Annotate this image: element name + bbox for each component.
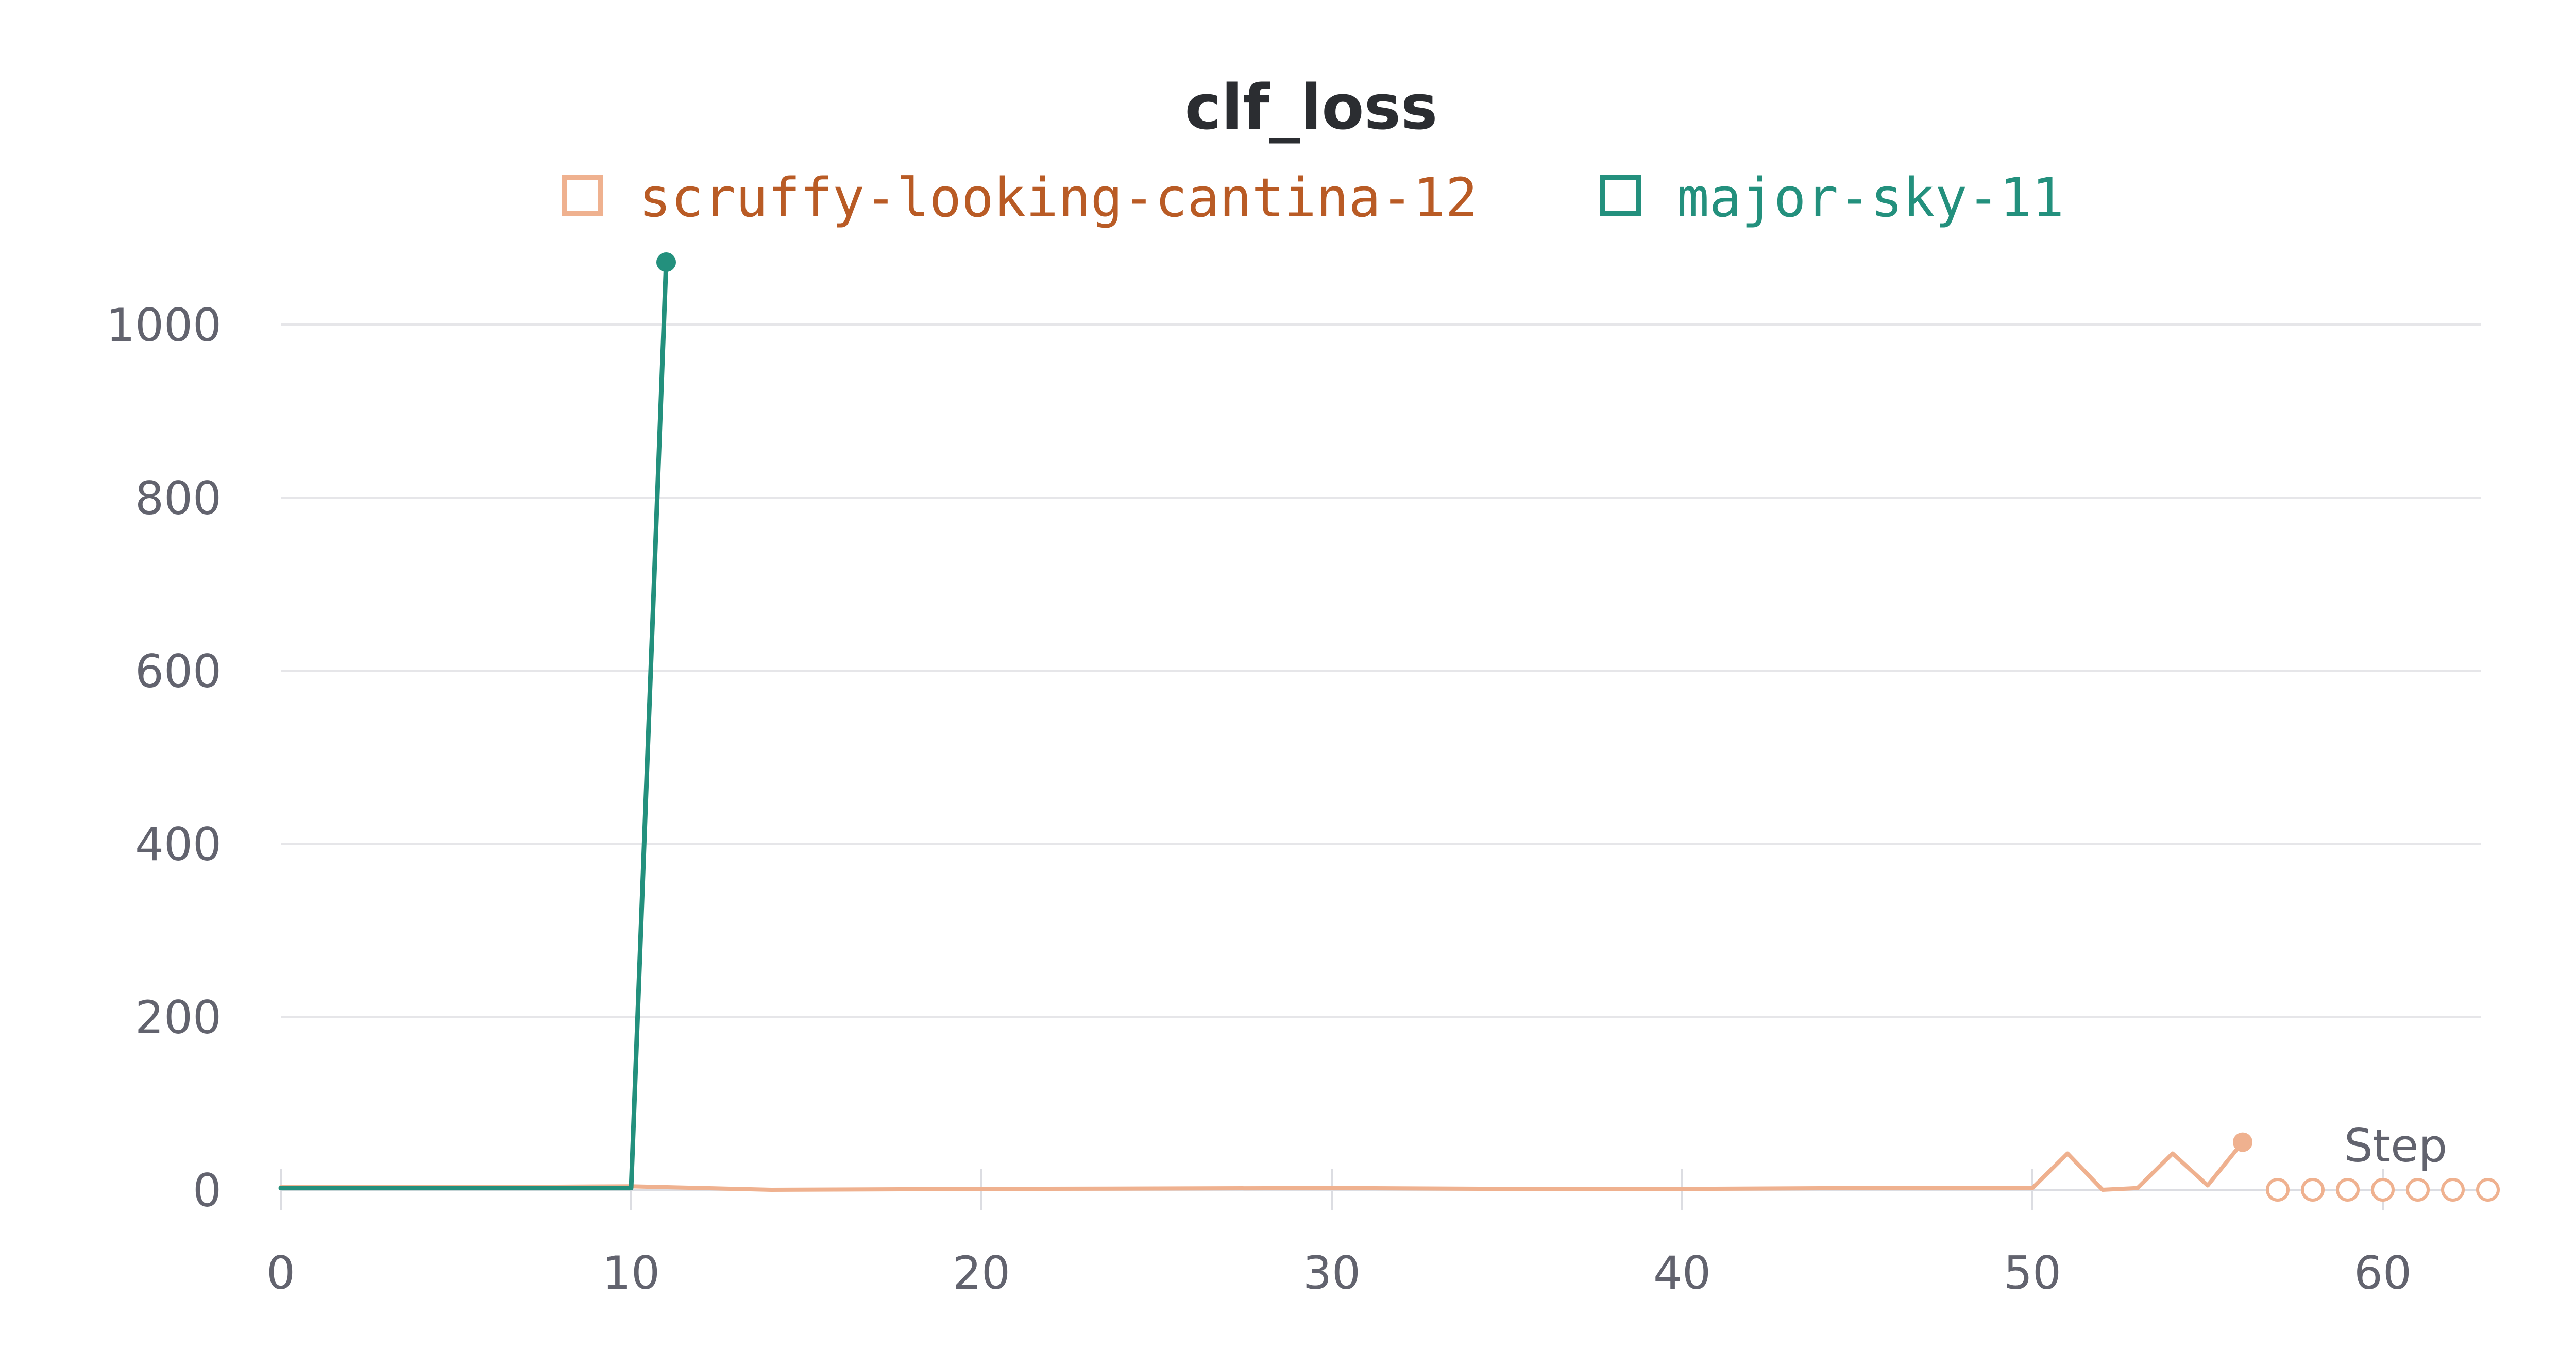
y-tick-label-0: 0 bbox=[193, 1164, 222, 1217]
point-scruffy-looking-cantina-12-hollow-58 bbox=[2301, 1178, 2325, 1202]
x-axis-label: Step bbox=[2344, 1119, 2447, 1172]
point-scruffy-looking-cantina-12-hollow-61 bbox=[2406, 1178, 2430, 1202]
legend-swatch-scruffy-looking-cantina-12 bbox=[562, 175, 603, 216]
y-tick-label-400: 400 bbox=[135, 818, 222, 871]
line-series-scruffy-looking-cantina-12 bbox=[279, 1140, 2245, 1192]
legend: scruffy-looking-cantina-12 major-sky-11 bbox=[562, 166, 2064, 229]
point-scruffy-looking-cantina-12-hollow-62 bbox=[2441, 1178, 2465, 1202]
y-tick-label-200: 200 bbox=[135, 991, 222, 1044]
y-tick-label-800: 800 bbox=[135, 472, 222, 525]
chart-title: clf_loss bbox=[1185, 72, 1438, 144]
x-tick-label-0: 0 bbox=[266, 1246, 295, 1299]
x-tick-label-60: 60 bbox=[2354, 1246, 2412, 1299]
y-tick-label-1000: 1000 bbox=[106, 299, 222, 352]
point-scruffy-looking-cantina-12-hollow-63 bbox=[2476, 1178, 2500, 1202]
axes: 0 200 400 600 800 1000 0 10 20 30 40 50 60 bbox=[106, 299, 2481, 1299]
line-series-major-sky-11 bbox=[278, 260, 669, 1191]
grid bbox=[281, 323, 2481, 1018]
legend-item-major-sky-11: major-sky-11 bbox=[1600, 166, 2064, 229]
point-scruffy-looking-cantina-12-hollow-60 bbox=[2371, 1178, 2395, 1202]
legend-label-major-sky-11: major-sky-11 bbox=[1677, 166, 2064, 229]
x-tick-label-40: 40 bbox=[1653, 1246, 1711, 1299]
x-tick-label-20: 20 bbox=[953, 1246, 1010, 1299]
point-scruffy-looking-cantina-12-hollow-57 bbox=[2266, 1178, 2290, 1202]
point-scruffy-looking-cantina-12-hollow-59 bbox=[2336, 1178, 2360, 1202]
legend-label-scruffy-looking-cantina-12: scruffy-looking-cantina-12 bbox=[639, 166, 1478, 229]
x-tick-label-50: 50 bbox=[2004, 1246, 2061, 1299]
point-scruffy-looking-cantina-12-end bbox=[2233, 1132, 2252, 1152]
x-tick-label-30: 30 bbox=[1303, 1246, 1361, 1299]
x-tick-label-10: 10 bbox=[602, 1246, 660, 1299]
y-tick-label-600: 600 bbox=[135, 645, 222, 698]
point-major-sky-11-end bbox=[656, 252, 676, 272]
series-layer bbox=[278, 252, 2500, 1202]
legend-item-scruffy-looking-cantina-12: scruffy-looking-cantina-12 bbox=[562, 166, 1478, 229]
legend-swatch-major-sky-11 bbox=[1600, 175, 1641, 216]
series-major-sky-11 bbox=[278, 252, 676, 1191]
series-scruffy-looking-cantina-12 bbox=[279, 1132, 2500, 1202]
